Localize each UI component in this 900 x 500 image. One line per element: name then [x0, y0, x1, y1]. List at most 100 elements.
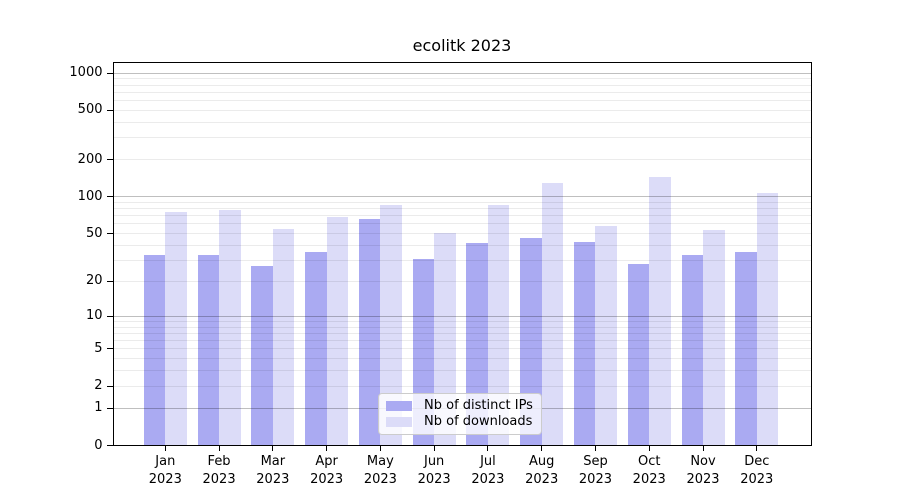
- y-tick-label-50: 50: [85, 225, 103, 241]
- y-tick-label-5: 5: [94, 340, 103, 356]
- x-tick-label-feb: Feb 2023: [202, 453, 236, 487]
- x-tick-feb: [218, 445, 220, 451]
- bar-mar-downloads: [272, 228, 295, 446]
- gridline-400: [112, 121, 812, 123]
- gridline-8: [112, 326, 812, 328]
- x-tick-sep: [594, 445, 596, 451]
- gridline-6: [112, 340, 812, 342]
- gridline-80: [112, 208, 812, 210]
- x-tick-label-nov: Nov 2023: [686, 453, 720, 487]
- gridline-10: [112, 315, 812, 317]
- y-tick-1000: [106, 72, 113, 74]
- gridline-800: [112, 84, 812, 86]
- legend-label-distinct-ips: Nb of distinct IPs: [424, 398, 533, 413]
- bar-nov-distinct-ips: [681, 255, 703, 446]
- gridline-90: [112, 201, 812, 203]
- bar-apr-downloads: [326, 217, 349, 446]
- bar-jun-downloads: [434, 232, 456, 446]
- gridline-50: [112, 233, 812, 235]
- gridline-30: [112, 259, 812, 261]
- y-tick-label-500: 500: [77, 102, 103, 118]
- legend-item-downloads: Nb of downloads: [386, 414, 533, 430]
- bar-aug-downloads: [541, 183, 564, 446]
- bar-sep-distinct-ips: [573, 241, 596, 446]
- bar-oct-downloads: [649, 176, 671, 446]
- y-tick-2: [106, 385, 113, 387]
- y-tick-label-0: 0: [94, 437, 103, 453]
- bar-feb-distinct-ips: [197, 255, 220, 446]
- gridline-1000: [112, 72, 812, 74]
- y-tick-label-10: 10: [85, 308, 103, 324]
- gridline-600: [112, 100, 812, 102]
- gridline-20: [112, 280, 812, 282]
- y-tick-label-100: 100: [77, 188, 103, 204]
- gridline-100: [112, 196, 812, 198]
- y-tick-10: [106, 315, 113, 317]
- gridline-70: [112, 215, 812, 217]
- bar-jul-downloads: [487, 205, 510, 446]
- gridline-9: [112, 320, 812, 322]
- gridline-900: [112, 78, 812, 80]
- legend: Nb of distinct IPs Nb of downloads: [378, 393, 542, 435]
- x-tick-oct: [648, 445, 650, 451]
- gridline-4: [112, 358, 812, 360]
- bar-may-distinct-ips: [358, 218, 381, 446]
- y-tick-5: [106, 348, 113, 350]
- legend-item-distinct-ips: Nb of distinct IPs: [386, 398, 533, 414]
- gridline-7: [112, 332, 812, 334]
- y-tick-label-20: 20: [85, 273, 103, 289]
- gridline-700: [112, 91, 812, 93]
- x-tick-label-aug: Aug 2023: [525, 453, 559, 487]
- x-tick-jun: [433, 445, 435, 451]
- bar-nov-downloads: [703, 229, 725, 446]
- x-tick-aug: [541, 445, 543, 451]
- x-tick-label-jan: Jan 2023: [148, 453, 182, 487]
- x-tick-label-dec: Dec 2023: [740, 453, 774, 487]
- x-tick-label-mar: Mar 2023: [256, 453, 290, 487]
- x-tick-may: [379, 445, 381, 451]
- gridline-5: [112, 348, 812, 350]
- y-tick-500: [106, 109, 113, 111]
- legend-label-downloads: Nb of downloads: [424, 414, 533, 429]
- gridline-500: [112, 109, 812, 111]
- y-tick-label-1: 1: [94, 400, 103, 416]
- x-tick-mar: [272, 445, 274, 451]
- bar-mar-distinct-ips: [251, 265, 273, 446]
- chart-title: ecolitk 2023: [412, 36, 512, 55]
- x-tick-label-may: May 2023: [363, 453, 397, 487]
- bar-apr-distinct-ips: [305, 252, 327, 446]
- bar-dec-distinct-ips: [735, 252, 757, 446]
- gridline-200: [112, 159, 812, 161]
- bar-feb-downloads: [219, 209, 241, 446]
- gridline-60: [112, 223, 812, 225]
- x-tick-label-sep: Sep 2023: [578, 453, 612, 487]
- y-tick-label-2: 2: [94, 378, 103, 394]
- y-tick-label-200: 200: [77, 151, 103, 167]
- x-tick-jul: [487, 445, 489, 451]
- gridline-300: [112, 137, 812, 139]
- x-tick-nov: [702, 445, 704, 451]
- x-tick-label-jul: Jul 2023: [471, 453, 505, 487]
- bar-may-downloads: [380, 204, 402, 446]
- gridline-3: [112, 370, 812, 372]
- gridline-2: [112, 385, 812, 387]
- x-tick-label-jun: Jun 2023: [417, 453, 451, 487]
- legend-swatch-downloads: [386, 417, 412, 427]
- gridline-40: [112, 244, 812, 246]
- x-tick-dec: [756, 445, 758, 451]
- plot-area: 0 1 2 5 10 20 50 100 200 500 1000 Jan 2023 Feb 2023 M…: [69, 61, 812, 487]
- y-tick-100: [106, 196, 113, 198]
- y-tick-50: [106, 233, 113, 235]
- y-tick-label-1000: 1000: [69, 65, 103, 81]
- bar-oct-distinct-ips: [627, 264, 650, 446]
- y-tick-1: [106, 407, 113, 409]
- bar-dec-downloads: [756, 193, 779, 446]
- x-tick-apr: [326, 445, 328, 451]
- x-tick-jan: [164, 445, 166, 451]
- y-tick-200: [106, 159, 113, 161]
- bar-jan-downloads: [165, 212, 187, 446]
- legend-swatch-distinct-ips: [386, 401, 412, 411]
- x-tick-label-apr: Apr 2023: [310, 453, 344, 487]
- y-tick-0: [106, 445, 113, 446]
